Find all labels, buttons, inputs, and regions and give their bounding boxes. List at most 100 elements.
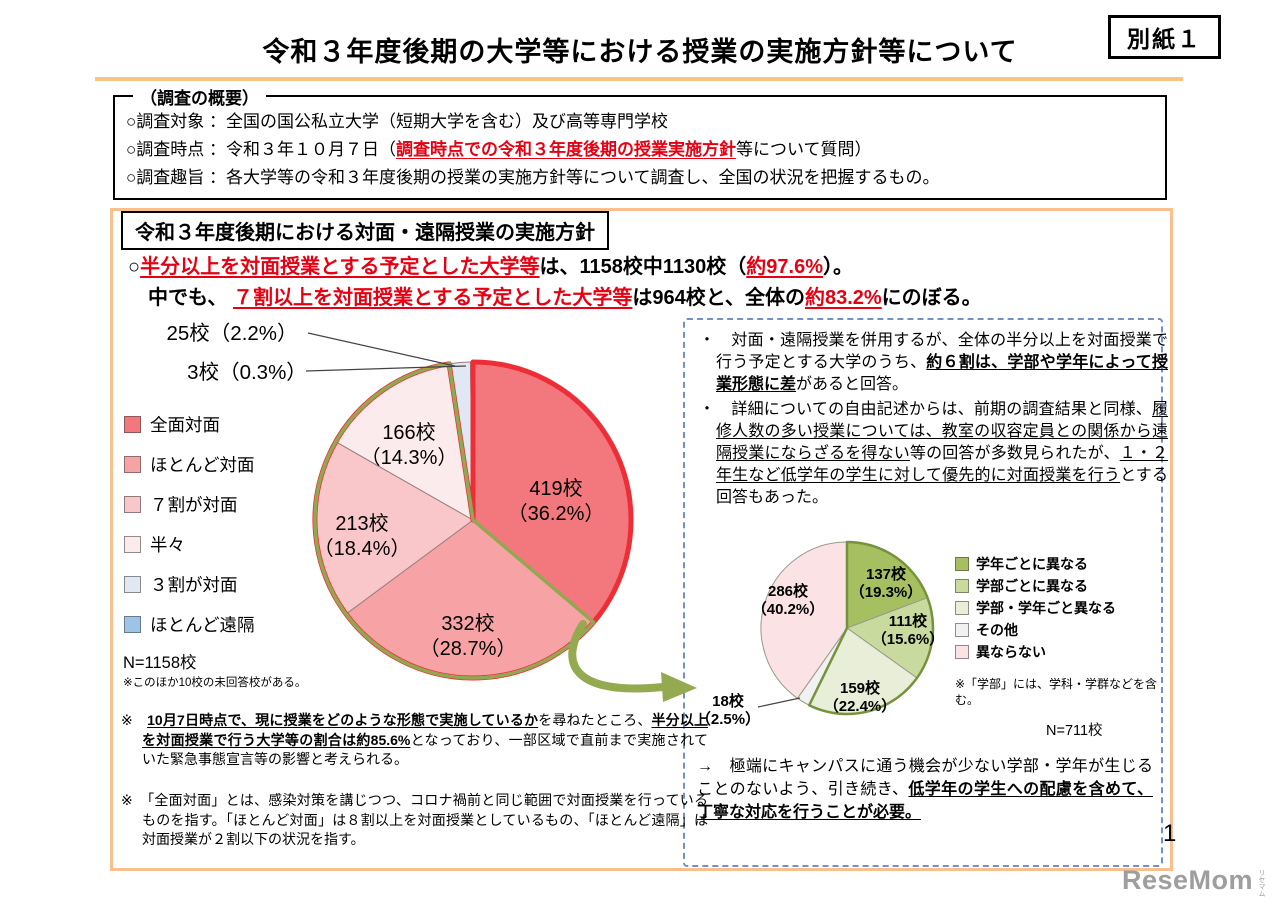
legend-swatch xyxy=(124,575,141,593)
resemom-logo: ReseMom リセマム xyxy=(1122,865,1266,897)
legend-label: ７割が対面 xyxy=(150,494,238,515)
legend-swatch xyxy=(124,615,141,633)
legend-swatch xyxy=(124,495,141,513)
text-segment: を尋ねたところ、 xyxy=(538,712,652,728)
legend-swatch xyxy=(955,622,969,637)
logo-text: ReseMom xyxy=(1121,865,1253,895)
survey-overview-box xyxy=(113,95,1167,200)
legend-label: 学部・学年ごと異なる xyxy=(976,599,1116,616)
text-segment: となっており、一部区域で直前まで実施されていた緊急事態宣言等の影響と考えられる。 xyxy=(142,731,708,768)
label-leader-line xyxy=(307,332,456,367)
title-rule xyxy=(95,77,1183,81)
text-segment: → 極端にキャンパスに通う機会が少ない学部・学年が生じることのないよう、引き続き… xyxy=(697,758,1153,798)
text-segment: １・２年生など低学年の学生に対して優先的に対面授業を行う xyxy=(716,445,1168,484)
survey-overview-lines: ○調査対象 ：全国の国公私立大学（短期大学を含む）及び高等専門学校 ○調査時点 … xyxy=(126,108,939,192)
text-segment: 半分以上を対面授業で行う大学等の割合は約85.6% xyxy=(142,712,709,748)
section-title: 令和３年度後期における対面・遠隔授業の実施方針 xyxy=(121,211,609,250)
pie1-legend: 全面対面ほとんど対面 ７割が対面半々 ３割が対面ほとんど遠隔 xyxy=(124,412,254,652)
pie2-legend: 学年ごとに異なる 学部ごとに異なる学部・学年ごと異なる その他異ならない xyxy=(955,555,1116,665)
footnote-2: ※ 「全面対面」とは、感染対策を講じつつ、コロナ禍前と同じ範囲で対面授業を行って… xyxy=(121,791,708,850)
text-segment: 中でも、 xyxy=(128,287,233,309)
legend-swatch xyxy=(124,455,141,473)
survey-overview-label: （調査の概要） xyxy=(133,84,266,109)
legend-item: ７割が対面 xyxy=(124,492,254,516)
text-segment: があると回答。 xyxy=(796,376,909,393)
page-number: 1 xyxy=(1163,820,1177,847)
attachment-badge: 別紙１ xyxy=(1108,15,1221,59)
legend-label: 学部ごとに異なる xyxy=(976,577,1088,594)
breakdown-arrow-icon xyxy=(568,620,697,702)
legend-swatch xyxy=(124,535,141,553)
text-segment: は964校と、全体の xyxy=(632,287,805,309)
survey-line-target: ○調査対象 ：全国の国公私立大学（短期大学を含む）及び高等専門学校 xyxy=(126,108,939,136)
details-paragraph-2: ・ 詳細についての自由記述からは、前期の調査結果と同様、履修人数の多い授業につい… xyxy=(699,399,1168,509)
page-title: 令和３年度後期の大学等における授業の実施方針等について xyxy=(262,37,1018,67)
text-segment: 約97.6% xyxy=(746,256,823,278)
legend-label: その他 xyxy=(976,621,1018,638)
logo-subtext: リセマム xyxy=(1258,869,1265,897)
survey-line-date: ○調査時点 ：令和３年１０月７日（調査時点での令和３年度後期の授業実施方針等につ… xyxy=(126,136,939,164)
breakdown-pie-chart xyxy=(757,540,935,716)
legend-label: 異ならない xyxy=(976,643,1046,660)
legend-label: 半々 xyxy=(150,534,185,555)
label-leader-line xyxy=(757,697,801,708)
text-segment: とする回答もあった。 xyxy=(716,467,1168,506)
pie-group-outline xyxy=(807,540,935,716)
pie1-footnote: ※このほか10校の未回答校がある。 xyxy=(123,677,307,689)
text-segment: ７割以上を対面授業とする予定とした大学等 xyxy=(232,287,633,309)
conclusion-text: → 極端にキャンパスに通う機会が少ない学部・学年が生じることのないよう、引き続き… xyxy=(697,755,1153,824)
text-segment: 等について質問） xyxy=(736,140,872,159)
details-box xyxy=(683,318,1163,867)
pie2-footnote: ※「学部」には、学科・学群などを含む。 xyxy=(955,677,1158,707)
footnote-1: ※ 10月7日時点で、現に授業をどのような形態で実施しているかを尋ねたところ、半… xyxy=(121,711,708,770)
text-segment: 10月7日時点で、現に授業をどのような形態で実施しているか xyxy=(147,712,539,728)
legend-item: 異ならない xyxy=(955,643,1116,660)
main-pie-chart xyxy=(305,332,634,681)
legend-label: ほとんど遠隔 xyxy=(150,614,255,635)
legend-label: 学年ごとに異なる xyxy=(976,555,1088,572)
legend-swatch xyxy=(955,600,969,615)
text-segment: ○調査趣旨 ：各大学等の令和３年度後期の授業の実施方針等について調査し、全国の状… xyxy=(126,168,940,187)
legend-swatch xyxy=(955,644,969,659)
lead-line-1: ○半分以上を対面授業とする予定とした大学等は、1158校中1130校（約97.6… xyxy=(128,252,982,283)
legend-item: 半々 xyxy=(124,532,254,556)
lead-text: ○半分以上を対面授業とする予定とした大学等は、1158校中1130校（約97.6… xyxy=(128,252,982,314)
main-section-box xyxy=(110,208,1173,871)
text-segment: 半分以上を対面授業とする予定とした大学等 xyxy=(140,256,540,278)
text-segment: ・ 対面・遠隔授業を併用するが、全体の半分以上を対面授業で行う予定とする大学のう… xyxy=(699,332,1168,371)
text-segment: ○ xyxy=(128,256,141,278)
pie2-n-label: N=711校 xyxy=(1046,723,1103,739)
text-segment: ○調査時点 ：令和３年１０月７日（ xyxy=(126,140,396,159)
pie-group-outline xyxy=(313,362,596,680)
text-segment: ※ xyxy=(121,712,148,728)
text-segment: 約６割は、学部や学年によって授業形態に差 xyxy=(716,354,1168,393)
legend-label: ほとんど対面 xyxy=(150,454,255,475)
legend-label: 全面対面 xyxy=(150,414,220,435)
legend-item: 全面対面 xyxy=(124,412,254,436)
legend-swatch xyxy=(124,415,141,433)
text-segment: 等の回答が多数見られたが、 xyxy=(909,445,1120,462)
text-segment: 低学年の学生への配慮を含めて、丁寧な対応を行うことが必要。 xyxy=(697,781,1153,821)
legend-item: ほとんど対面 xyxy=(124,452,254,476)
text-segment: ※ 「全面対面」とは、感染対策を講じつつ、コロナ禍前と同じ範囲で対面授業を行って… xyxy=(121,792,708,847)
legend-item: ほとんど遠隔 xyxy=(124,612,254,636)
text-segment: ・ 詳細についての自由記述からは、前期の調査結果と同様、 xyxy=(699,401,1152,418)
legend-item: その他 xyxy=(955,621,1116,638)
text-segment: にのぼる。 xyxy=(881,287,982,309)
legend-item: 学部ごとに異なる xyxy=(955,577,1116,594)
pie-slice-異ならない xyxy=(760,541,848,699)
legend-swatch xyxy=(955,556,969,571)
legend-label: ３割が対面 xyxy=(150,574,238,595)
label-leader-line xyxy=(305,365,467,372)
text-segment: 履修人数の多い授業については、教室の収容定員との関係から遠隔授業にならざるを得な… xyxy=(716,401,1168,462)
survey-line-purpose: ○調査趣旨 ：各大学等の令和３年度後期の授業の実施方針等について調査し、全国の状… xyxy=(126,164,939,192)
text-segment: 約83.2% xyxy=(804,287,882,309)
details-paragraph-1: ・ 対面・遠隔授業を併用するが、全体の半分以上を対面授業で行う予定とする大学のう… xyxy=(699,330,1168,396)
lead-line-2: 中でも、 ７割以上を対面授業とする予定とした大学等は964校と、全体の約83.2… xyxy=(128,283,982,314)
text-segment: ）。 xyxy=(823,256,853,278)
pie1-n-label: N=1158校 xyxy=(123,654,197,672)
legend-item: 学年ごとに異なる xyxy=(955,555,1116,572)
legend-item: 学部・学年ごと異なる xyxy=(955,599,1116,616)
legend-swatch xyxy=(955,578,969,593)
